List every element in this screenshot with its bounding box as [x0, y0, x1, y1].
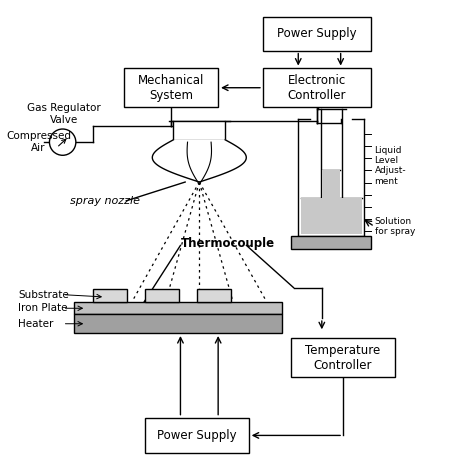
Bar — [173, 121, 225, 140]
Bar — [291, 236, 371, 249]
Text: Mechanical
System: Mechanical System — [138, 74, 204, 102]
Bar — [74, 302, 282, 314]
Text: Substrate: Substrate — [18, 290, 69, 300]
Bar — [124, 68, 218, 107]
Text: Heater: Heater — [18, 319, 53, 329]
Bar — [263, 68, 371, 107]
Bar — [263, 17, 371, 51]
Bar — [291, 338, 395, 377]
Text: Electronic
Controller: Electronic Controller — [288, 74, 346, 102]
Bar — [301, 198, 362, 234]
Text: Iron Plate: Iron Plate — [18, 303, 67, 313]
Text: Gas Regulator
Valve: Gas Regulator Valve — [27, 103, 101, 125]
Text: Compressed
Air: Compressed Air — [6, 131, 71, 153]
Text: Temperature
Controller: Temperature Controller — [305, 344, 381, 371]
Text: Power Supply: Power Supply — [277, 27, 357, 40]
Text: Power Supply: Power Supply — [157, 429, 237, 442]
Circle shape — [49, 129, 76, 155]
Bar — [197, 288, 231, 302]
Text: spray nozzle: spray nozzle — [70, 196, 140, 206]
Text: Thermocouple: Thermocouple — [181, 236, 274, 250]
Bar — [145, 288, 179, 302]
Bar — [93, 288, 127, 302]
Text: Liquid
Level
Adjust-
ment: Liquid Level Adjust- ment — [374, 145, 406, 185]
Bar — [145, 418, 249, 453]
Bar — [322, 170, 340, 201]
Bar — [74, 314, 282, 333]
Text: Solution
for spray: Solution for spray — [374, 217, 415, 236]
